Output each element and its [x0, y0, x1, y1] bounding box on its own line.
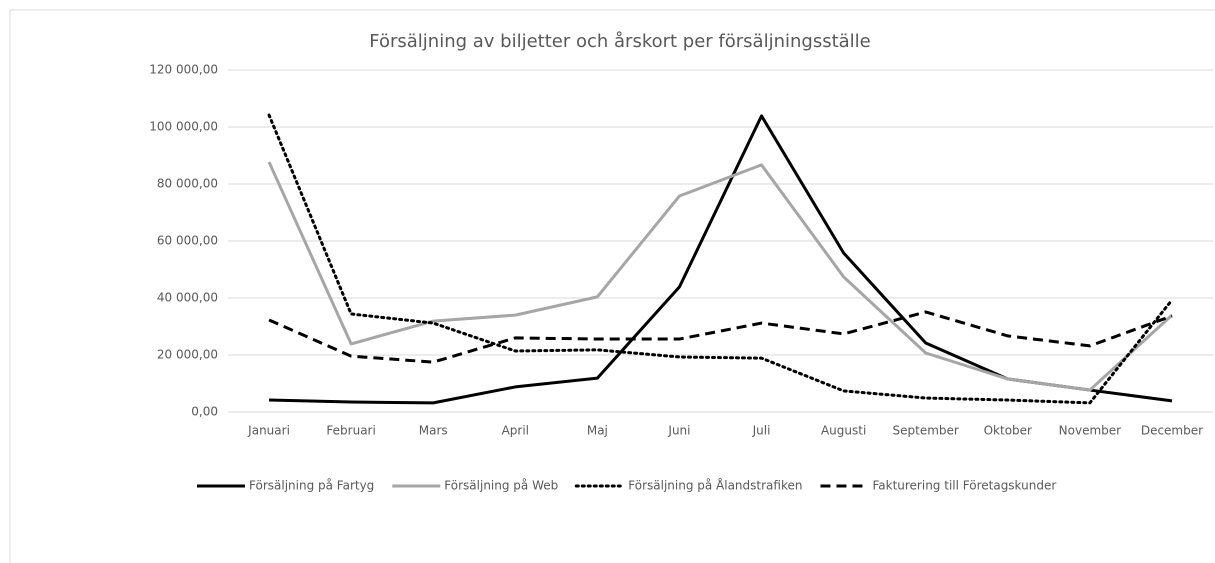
x-tick-label: Augusti — [821, 424, 866, 438]
y-tick-label: 20 000,00 — [157, 348, 218, 362]
chart-title: Försäljning av biljetter och årskort per… — [369, 31, 871, 52]
x-tick-label: September — [893, 424, 959, 438]
x-tick-label: Februari — [326, 424, 375, 438]
x-tick-label: Januari — [247, 424, 290, 438]
y-tick-label: 80 000,00 — [157, 177, 218, 191]
legend-label: Försäljning på Ålandstrafiken — [628, 478, 802, 493]
x-tick-label: Juni — [667, 424, 690, 438]
series-line — [268, 310, 1173, 364]
x-tick-label: Oktober — [984, 424, 1032, 438]
legend-label: Fakturering till Företagskunder — [872, 479, 1056, 493]
x-tick-label: Juli — [752, 424, 771, 438]
x-tick-label: Mars — [419, 424, 448, 438]
legend-label: Försäljning på Fartyg — [249, 479, 374, 493]
series-line — [267, 113, 1174, 405]
x-tick-label: Maj — [587, 424, 608, 438]
y-tick-label: 0,00 — [191, 405, 218, 419]
legend-label: Försäljning på Web — [444, 479, 558, 493]
chart-frame — [9, 9, 1215, 563]
x-tick-label: November — [1059, 424, 1121, 438]
y-tick-label: 120 000,00 — [149, 63, 218, 77]
y-tick-label: 60 000,00 — [157, 234, 218, 248]
series-line — [267, 161, 1173, 392]
y-tick-label: 40 000,00 — [157, 291, 218, 305]
x-tick-label: December — [1141, 424, 1203, 438]
x-tick-label: April — [502, 424, 529, 438]
y-tick-label: 100 000,00 — [149, 120, 218, 134]
